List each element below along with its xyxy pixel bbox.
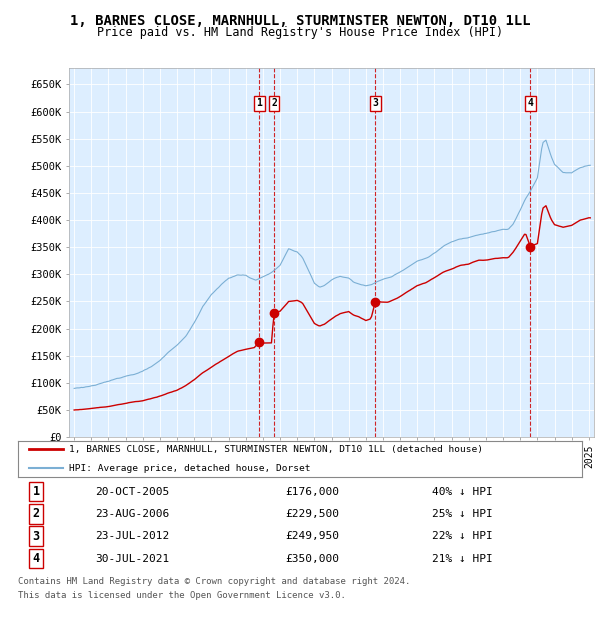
Text: 2: 2 xyxy=(271,99,277,108)
Text: 4: 4 xyxy=(527,99,533,108)
Text: £249,950: £249,950 xyxy=(285,531,339,541)
Text: £176,000: £176,000 xyxy=(285,487,339,497)
Text: 20-OCT-2005: 20-OCT-2005 xyxy=(95,487,169,497)
Text: 3: 3 xyxy=(32,530,40,542)
Text: 4: 4 xyxy=(32,552,40,565)
Text: 21% ↓ HPI: 21% ↓ HPI xyxy=(431,554,493,564)
Text: 25% ↓ HPI: 25% ↓ HPI xyxy=(431,509,493,519)
Text: 1: 1 xyxy=(32,485,40,498)
Text: 22% ↓ HPI: 22% ↓ HPI xyxy=(431,531,493,541)
Text: 1, BARNES CLOSE, MARNHULL, STURMINSTER NEWTON, DT10 1LL: 1, BARNES CLOSE, MARNHULL, STURMINSTER N… xyxy=(70,14,530,28)
Text: £350,000: £350,000 xyxy=(285,554,339,564)
Text: Contains HM Land Registry data © Crown copyright and database right 2024.: Contains HM Land Registry data © Crown c… xyxy=(18,577,410,587)
Text: 23-JUL-2012: 23-JUL-2012 xyxy=(95,531,169,541)
Text: 3: 3 xyxy=(373,99,379,108)
Text: 1, BARNES CLOSE, MARNHULL, STURMINSTER NEWTON, DT10 1LL (detached house): 1, BARNES CLOSE, MARNHULL, STURMINSTER N… xyxy=(69,445,483,454)
Text: This data is licensed under the Open Government Licence v3.0.: This data is licensed under the Open Gov… xyxy=(18,591,346,600)
Text: £229,500: £229,500 xyxy=(285,509,339,519)
Text: 2: 2 xyxy=(32,508,40,520)
Text: Price paid vs. HM Land Registry's House Price Index (HPI): Price paid vs. HM Land Registry's House … xyxy=(97,26,503,39)
Text: 23-AUG-2006: 23-AUG-2006 xyxy=(95,509,169,519)
Text: HPI: Average price, detached house, Dorset: HPI: Average price, detached house, Dors… xyxy=(69,464,310,473)
Text: 30-JUL-2021: 30-JUL-2021 xyxy=(95,554,169,564)
Text: 40% ↓ HPI: 40% ↓ HPI xyxy=(431,487,493,497)
Text: 1: 1 xyxy=(257,99,262,108)
